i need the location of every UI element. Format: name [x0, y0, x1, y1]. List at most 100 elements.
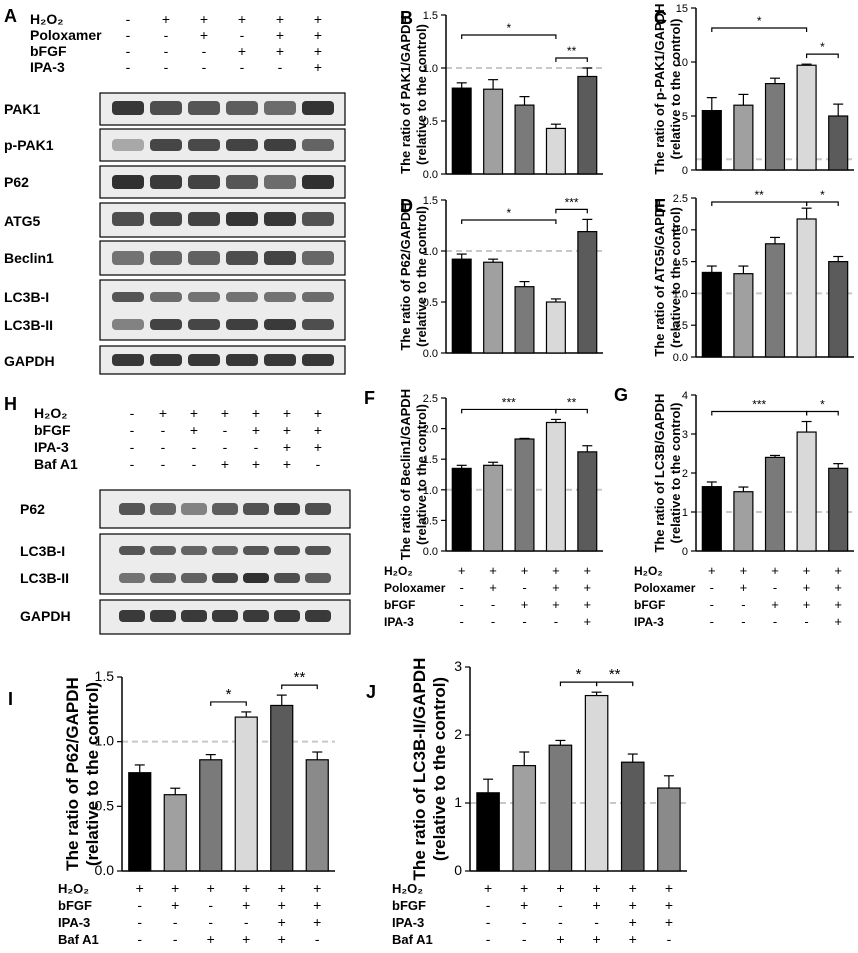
- condition-sign: +: [520, 897, 528, 913]
- condition-sign: +: [278, 897, 286, 913]
- y-tick-label: 0.0: [95, 862, 115, 878]
- condition-sign: -: [208, 897, 213, 913]
- condition-sign: +: [242, 931, 250, 947]
- bar: [828, 261, 849, 358]
- bar: [764, 243, 786, 358]
- significance-bracket: [711, 27, 808, 32]
- blot-band: [188, 139, 220, 151]
- blot-band: [302, 251, 334, 265]
- y-tick-label: 0.5: [673, 320, 688, 332]
- y-tick-label: 15: [676, 3, 688, 15]
- bar: [128, 772, 152, 872]
- condition-sign: +: [521, 563, 529, 578]
- significance-bracket: [555, 208, 588, 214]
- condition-sign: -: [137, 914, 142, 930]
- y-axis-label-secondary: (relative to the control): [668, 19, 683, 160]
- condition-sign: +: [190, 422, 198, 438]
- blot-band: [305, 546, 331, 555]
- blot-band: [119, 546, 145, 555]
- y-axis-label-secondary: (relative to the control): [414, 206, 429, 347]
- significance-label: **: [567, 44, 577, 58]
- significance-bracket: [555, 57, 588, 62]
- significance-bracket: [595, 681, 634, 687]
- blot-band: [112, 139, 144, 151]
- condition-sign: +: [283, 422, 291, 438]
- bar: [514, 286, 535, 354]
- blot-band: [112, 292, 144, 302]
- condition-sign: +: [314, 422, 322, 438]
- y-tick-label: 3: [682, 429, 688, 441]
- condition-label: Poloxamer: [384, 581, 446, 595]
- condition-sign: +: [252, 456, 260, 472]
- bar: [545, 301, 566, 354]
- condition-sign: +: [283, 439, 291, 455]
- bar: [828, 115, 849, 171]
- panel-label: J: [366, 682, 376, 702]
- bar: [451, 87, 472, 175]
- condition-sign: +: [665, 914, 673, 930]
- condition-sign: +: [489, 580, 497, 595]
- blot-band: [264, 292, 296, 302]
- y-tick-label: 1.5: [423, 10, 438, 22]
- significance-bracket: [281, 684, 318, 690]
- condition-sign: +: [162, 11, 170, 27]
- band-label: LC3B-I: [20, 543, 65, 559]
- blot-band: [181, 503, 207, 515]
- condition-sign: +: [552, 597, 560, 612]
- blot-band: [150, 610, 176, 622]
- blot-band: [226, 139, 258, 151]
- condition-sign: -: [161, 456, 166, 472]
- condition-sign: -: [244, 914, 249, 930]
- blot-band: [150, 319, 182, 330]
- condition-label: H₂O₂: [30, 11, 63, 27]
- condition-sign: +: [171, 880, 179, 896]
- condition-label: IPA-3: [34, 439, 69, 455]
- y-axis-label-secondary: (relative to the control): [414, 404, 429, 545]
- condition-sign: +: [207, 880, 215, 896]
- condition-sign: -: [486, 914, 491, 930]
- condition-sign: -: [173, 931, 178, 947]
- band-label: GAPDH: [4, 353, 55, 369]
- condition-sign: -: [773, 614, 777, 629]
- condition-sign: +: [834, 614, 842, 629]
- significance-label: *: [576, 666, 582, 683]
- blot-band: [274, 546, 300, 555]
- bar: [796, 431, 817, 552]
- condition-sign: +: [665, 880, 673, 896]
- condition-label: bFGF: [30, 43, 67, 59]
- condition-sign: +: [708, 563, 716, 578]
- condition-sign: -: [254, 439, 259, 455]
- condition-sign: -: [202, 59, 207, 75]
- significance-label: **: [294, 669, 306, 686]
- condition-sign: +: [552, 563, 560, 578]
- blot-band: [274, 610, 300, 622]
- blot-band: [181, 546, 207, 555]
- band-label: GAPDH: [20, 608, 71, 624]
- chart-panel-c: C 0 5 10 15 The ratio of p-PAK1/GAPDH (relativ…: [652, 3, 854, 177]
- blot-panel-h: H H₂O₂ - + + + + + +bFGF - - + - + + +IPA-3- - - - - + +Baf A…: [4, 394, 351, 635]
- bar: [451, 467, 472, 552]
- condition-sign: +: [629, 914, 637, 930]
- y-axis-label-secondary: (relative to the control): [83, 682, 102, 866]
- bar: [701, 271, 722, 358]
- bar: [657, 787, 681, 872]
- chart-panel-g: G 0 1 2 3 4 The ratio of LC3B/GAPDH (relative t…: [614, 385, 854, 629]
- bar: [483, 464, 504, 552]
- blot-band: [302, 139, 334, 151]
- significance-label: ***: [752, 398, 766, 412]
- blot-panel-a: A H₂O₂ - + + + + +Poloxamer - - + - + +bFGF - - - + + +IPA-…: [4, 6, 346, 375]
- condition-sign: -: [126, 27, 131, 43]
- blot-band: [302, 175, 334, 189]
- condition-sign: -: [137, 931, 142, 947]
- condition-sign: -: [130, 405, 135, 421]
- condition-sign: -: [202, 43, 207, 59]
- condition-sign: -: [667, 931, 672, 947]
- condition-sign: +: [584, 597, 592, 612]
- condition-label: Poloxamer: [634, 581, 696, 595]
- blot-band: [150, 139, 182, 151]
- condition-sign: -: [161, 439, 166, 455]
- bar: [796, 64, 817, 171]
- bar: [577, 231, 598, 354]
- bar: [796, 218, 817, 358]
- bar: [483, 88, 504, 175]
